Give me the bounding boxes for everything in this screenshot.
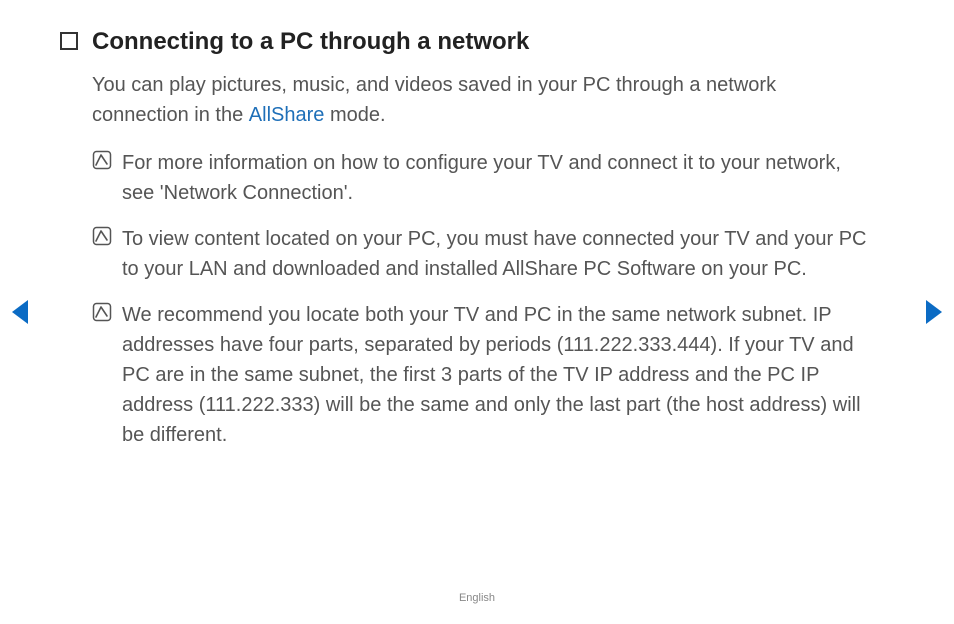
intro-paragraph: You can play pictures, music, and videos…: [92, 70, 874, 130]
footer-language: English: [0, 592, 954, 604]
note-icon: [92, 150, 112, 175]
section-heading: Connecting to a PC through a network: [92, 28, 529, 56]
note-item: To view content located on your PC, you …: [92, 224, 874, 284]
next-page-button[interactable]: [924, 298, 944, 326]
intro-text-2: mode.: [324, 104, 385, 126]
allshare-keyword: AllShare: [249, 104, 325, 126]
manual-page: Connecting to a PC through a network You…: [0, 0, 954, 450]
note-icon: [92, 226, 112, 251]
note-text: For more information on how to configure…: [122, 148, 874, 208]
note-text: We recommend you locate both your TV and…: [122, 300, 874, 450]
note-item: We recommend you locate both your TV and…: [92, 300, 874, 450]
note-icon: [92, 302, 112, 327]
note-item: For more information on how to configure…: [92, 148, 874, 208]
note-text: To view content located on your PC, you …: [122, 224, 874, 284]
heading-row: Connecting to a PC through a network: [60, 28, 874, 56]
prev-page-button[interactable]: [10, 298, 30, 326]
intro-text-1: You can play pictures, music, and videos…: [92, 74, 776, 126]
section-bullet-icon: [60, 32, 78, 50]
